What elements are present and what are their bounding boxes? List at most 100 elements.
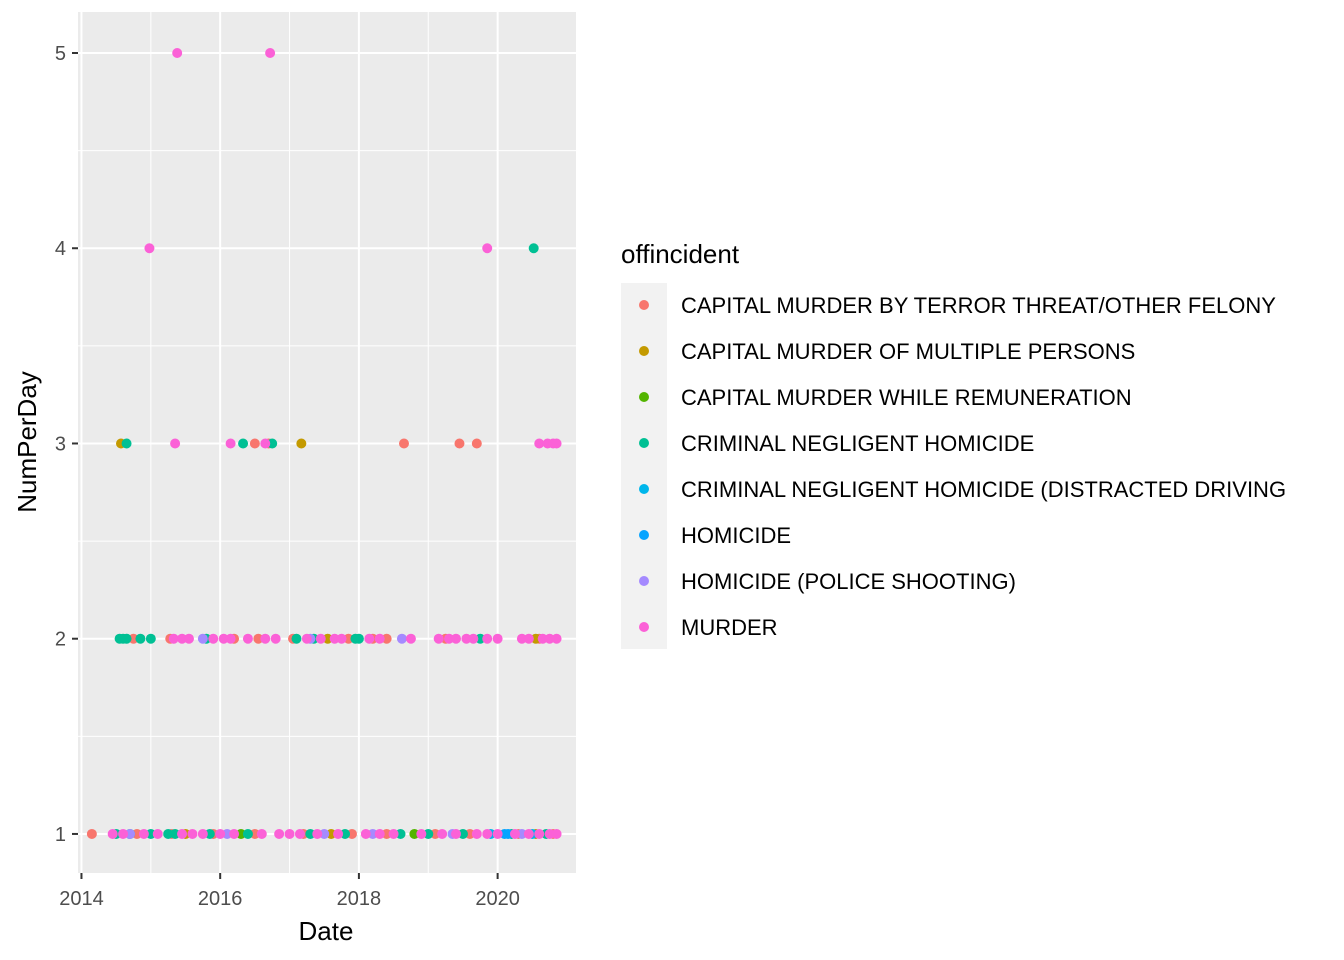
data-point <box>197 828 208 839</box>
data-point <box>537 633 548 644</box>
x-tick-label: 2020 <box>475 888 520 910</box>
data-point <box>265 48 276 58</box>
data-point <box>183 633 194 644</box>
x-axis-title: Date <box>299 916 354 946</box>
data-point <box>367 828 378 839</box>
data-point <box>551 633 562 644</box>
data-point <box>374 828 385 839</box>
y-tick-label: 3 <box>55 433 66 455</box>
data-point <box>270 633 281 644</box>
data-point <box>523 633 534 644</box>
data-point <box>256 828 267 839</box>
data-point <box>444 633 455 644</box>
data-point <box>121 438 132 449</box>
data-point <box>253 633 264 644</box>
data-point <box>464 828 475 839</box>
data-point <box>364 633 375 644</box>
data-point <box>437 828 448 839</box>
y-axis-title: NumPerDay <box>12 371 42 513</box>
x-tick-label: 2018 <box>337 888 382 910</box>
data-point <box>135 633 146 644</box>
data-point <box>145 828 156 839</box>
data-point <box>225 633 236 644</box>
legend-key <box>639 622 649 632</box>
data-point <box>544 828 555 839</box>
data-point <box>530 633 541 644</box>
data-point <box>482 243 493 254</box>
data-point <box>423 828 434 839</box>
legend-key-background <box>621 283 667 649</box>
data-point <box>409 828 420 839</box>
data-point <box>152 828 163 839</box>
data-point <box>333 828 344 839</box>
data-point <box>204 828 215 839</box>
y-tick-label: 1 <box>55 824 66 846</box>
data-point <box>267 438 278 449</box>
data-point <box>395 828 406 839</box>
data-point <box>340 828 351 839</box>
data-point <box>284 828 295 839</box>
data-point <box>86 828 97 839</box>
data-point <box>388 828 399 839</box>
data-point <box>471 828 482 839</box>
data-point <box>260 633 271 644</box>
data-point <box>405 633 416 644</box>
data-point <box>381 633 392 644</box>
data-point <box>301 633 312 644</box>
legend-title: offincident <box>621 239 740 269</box>
data-point <box>451 828 462 839</box>
data-point <box>125 828 136 839</box>
legend-key <box>639 576 649 586</box>
data-point <box>503 828 514 839</box>
data-point <box>131 828 142 839</box>
data-point <box>433 633 444 644</box>
data-point <box>145 633 156 644</box>
data-point <box>482 828 493 839</box>
legend-label: MURDER <box>681 615 778 640</box>
legend-label: CAPITAL MURDER WHILE REMUNERATION <box>681 385 1132 410</box>
data-point <box>471 438 482 449</box>
data-point <box>451 633 462 644</box>
data-point <box>177 828 188 839</box>
data-point <box>492 633 503 644</box>
legend-label: CAPITAL MURDER OF MULTIPLE PERSONS <box>681 339 1135 364</box>
data-point <box>475 633 486 644</box>
data-point <box>260 438 271 449</box>
data-point <box>121 633 132 644</box>
data-point <box>118 828 129 839</box>
data-point <box>343 633 354 644</box>
data-point <box>416 828 427 839</box>
legend-label: HOMICIDE (POLICE SHOOTING) <box>681 569 1016 594</box>
data-point <box>225 438 236 449</box>
data-point <box>177 633 188 644</box>
data-point <box>492 828 503 839</box>
data-point <box>305 828 316 839</box>
data-point <box>523 828 534 839</box>
data-point <box>218 633 229 644</box>
data-point <box>551 438 562 449</box>
data-point <box>398 438 409 449</box>
data-point <box>163 828 174 839</box>
data-point <box>107 828 118 839</box>
x-tick-label: 2016 <box>198 888 243 910</box>
legend-key <box>639 392 649 402</box>
legend-label: CRIMINAL NEGLIGENT HOMICIDE <box>681 431 1034 456</box>
data-point <box>315 633 326 644</box>
legend: offincident CAPITAL MURDER BY TERROR THR… <box>621 239 1286 649</box>
data-point <box>312 828 323 839</box>
data-point <box>381 828 392 839</box>
data-point <box>242 828 253 839</box>
data-point <box>208 633 219 644</box>
data-point <box>222 828 233 839</box>
legend-label: HOMICIDE <box>681 523 791 548</box>
data-point <box>509 828 520 839</box>
data-point <box>319 828 330 839</box>
legend-key <box>639 438 649 448</box>
data-point <box>329 633 340 644</box>
data-point <box>516 828 527 839</box>
data-point <box>551 828 562 839</box>
data-point <box>294 828 305 839</box>
data-point <box>291 633 302 644</box>
legend-key <box>639 346 649 356</box>
y-tick-label: 5 <box>55 43 66 65</box>
